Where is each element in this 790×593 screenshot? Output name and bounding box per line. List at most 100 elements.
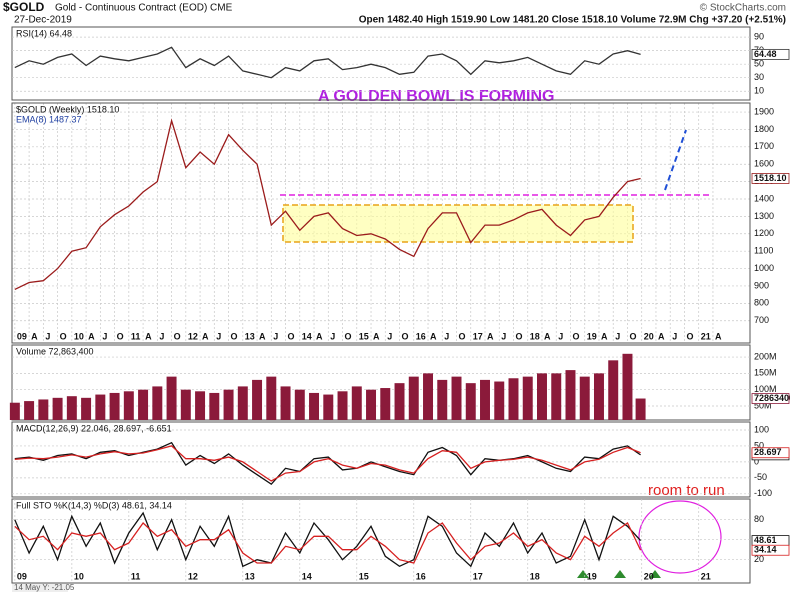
x-tick-label: A xyxy=(601,331,608,341)
volume-bar xyxy=(52,397,63,420)
volume-bar xyxy=(138,389,149,420)
volume-bar xyxy=(266,376,277,420)
volume-bar xyxy=(66,396,77,420)
x-tick-label: J xyxy=(558,331,563,341)
y-tick-label: 50 xyxy=(754,59,764,69)
x-tick-label: A xyxy=(430,331,437,341)
y-tick-label: -50 xyxy=(754,472,767,482)
panel-title: MACD(12,26,9) 22.046, 28.697, -6.651 xyxy=(16,423,172,433)
volume-bar xyxy=(252,379,263,420)
x-tick-label: 12 xyxy=(188,571,198,581)
x-tick-label: A xyxy=(544,331,551,341)
x-tick-label: A xyxy=(487,331,494,341)
volume-bar xyxy=(366,389,377,420)
volume-bar xyxy=(635,398,646,420)
volume-bar xyxy=(309,392,320,420)
y-tick-label: 1000 xyxy=(754,263,774,273)
x-tick-label: J xyxy=(45,331,50,341)
y-tick-label: 200M xyxy=(754,351,777,361)
panel-title: $GOLD (Weekly) 1518.10 xyxy=(16,104,119,114)
y-tick-label: 150M xyxy=(754,368,777,378)
volume-bar xyxy=(337,391,348,420)
x-tick-label: J xyxy=(216,331,221,341)
x-tick-label: A xyxy=(658,331,665,341)
x-tick-label: O xyxy=(345,331,352,341)
x-tick-label: J xyxy=(444,331,449,341)
x-tick-label: J xyxy=(672,331,677,341)
x-tick-label: 19 xyxy=(587,571,597,581)
y-tick-label: 100 xyxy=(754,424,769,434)
buy-arrows xyxy=(577,570,661,578)
volume-bar xyxy=(38,399,49,420)
volume-bar xyxy=(280,386,291,420)
y-tick-label: 1300 xyxy=(754,211,774,221)
volume-bar xyxy=(423,373,434,420)
last-value-label: 34.14 xyxy=(754,545,777,555)
volume-bar xyxy=(551,373,562,420)
last-value-box xyxy=(751,544,790,556)
volume-bar xyxy=(237,386,248,420)
y-tick-label: 900 xyxy=(754,280,769,290)
panel-title: Full STO %K(14,3) %D(3) 48.61, 34.14 xyxy=(16,500,172,510)
x-tick-label: A xyxy=(31,331,38,341)
volume-bar xyxy=(465,383,476,420)
y-tick-label: 1100 xyxy=(754,246,773,256)
x-tick-label: A xyxy=(88,331,95,341)
volume-bar xyxy=(9,402,20,420)
volume-bar xyxy=(123,391,134,420)
y-tick-label: 1800 xyxy=(754,124,774,134)
y-tick-label: 30 xyxy=(754,72,764,82)
y-tick-label: 0 xyxy=(754,456,759,466)
y-tick-label: 10 xyxy=(754,86,764,96)
x-tick-label: J xyxy=(501,331,506,341)
volume-bar xyxy=(579,376,590,420)
symbol: $GOLD xyxy=(3,0,45,14)
volume-bar xyxy=(223,389,234,420)
x-tick-label: A xyxy=(145,331,152,341)
last-value-label: 28.697 xyxy=(754,447,782,457)
x-tick-label: J xyxy=(330,331,335,341)
x-tick-label: O xyxy=(686,331,693,341)
x-tick-label: 20 xyxy=(644,331,654,341)
volume-bar xyxy=(180,389,191,420)
y-tick-label: -100 xyxy=(754,488,772,498)
x-tick-label: 18 xyxy=(530,331,540,341)
volume-bar xyxy=(608,360,619,420)
y-tick-label: 100M xyxy=(754,384,777,394)
x-tick-label: A xyxy=(202,331,209,341)
x-tick-label: 15 xyxy=(359,571,369,581)
x-tick-label: 09 xyxy=(17,331,27,341)
volume-bar xyxy=(95,394,106,420)
x-tick-label: O xyxy=(459,331,466,341)
volume-bar xyxy=(294,389,305,420)
last-value-label: 72863400 xyxy=(754,393,790,403)
volume-bar xyxy=(195,391,206,420)
volume-bar xyxy=(622,353,633,420)
x-tick-label: 11 xyxy=(131,331,141,341)
x-tick-label: 14 xyxy=(302,331,312,341)
panel-frame xyxy=(11,498,751,584)
x-tick-label: 13 xyxy=(245,571,255,581)
last-value-label: 1518.10 xyxy=(754,173,787,183)
series-line xyxy=(14,46,641,79)
series-line xyxy=(14,522,642,564)
date: 27-Dec-2019 xyxy=(14,15,72,26)
x-tick-label: 16 xyxy=(416,571,426,581)
x-tick-label: J xyxy=(273,331,278,341)
x-tick-label: A xyxy=(373,331,380,341)
x-tick-label: 14 xyxy=(302,571,312,581)
x-tick-label: A xyxy=(316,331,323,341)
volume-bar xyxy=(81,397,92,420)
last-value-box xyxy=(751,48,790,60)
x-tick-label: 17 xyxy=(473,571,483,581)
y-tick-label: 1700 xyxy=(754,141,774,151)
volume-bar xyxy=(323,394,334,420)
panel-title: RSI(14) 64.48 xyxy=(16,28,72,38)
room-circle xyxy=(638,500,722,574)
y-tick-label: 1400 xyxy=(754,193,774,203)
bowl-annotation: A GOLDEN BOWL IS FORMING xyxy=(318,88,554,105)
x-tick-label: O xyxy=(572,331,579,341)
x-tick-label: 09 xyxy=(17,571,27,581)
